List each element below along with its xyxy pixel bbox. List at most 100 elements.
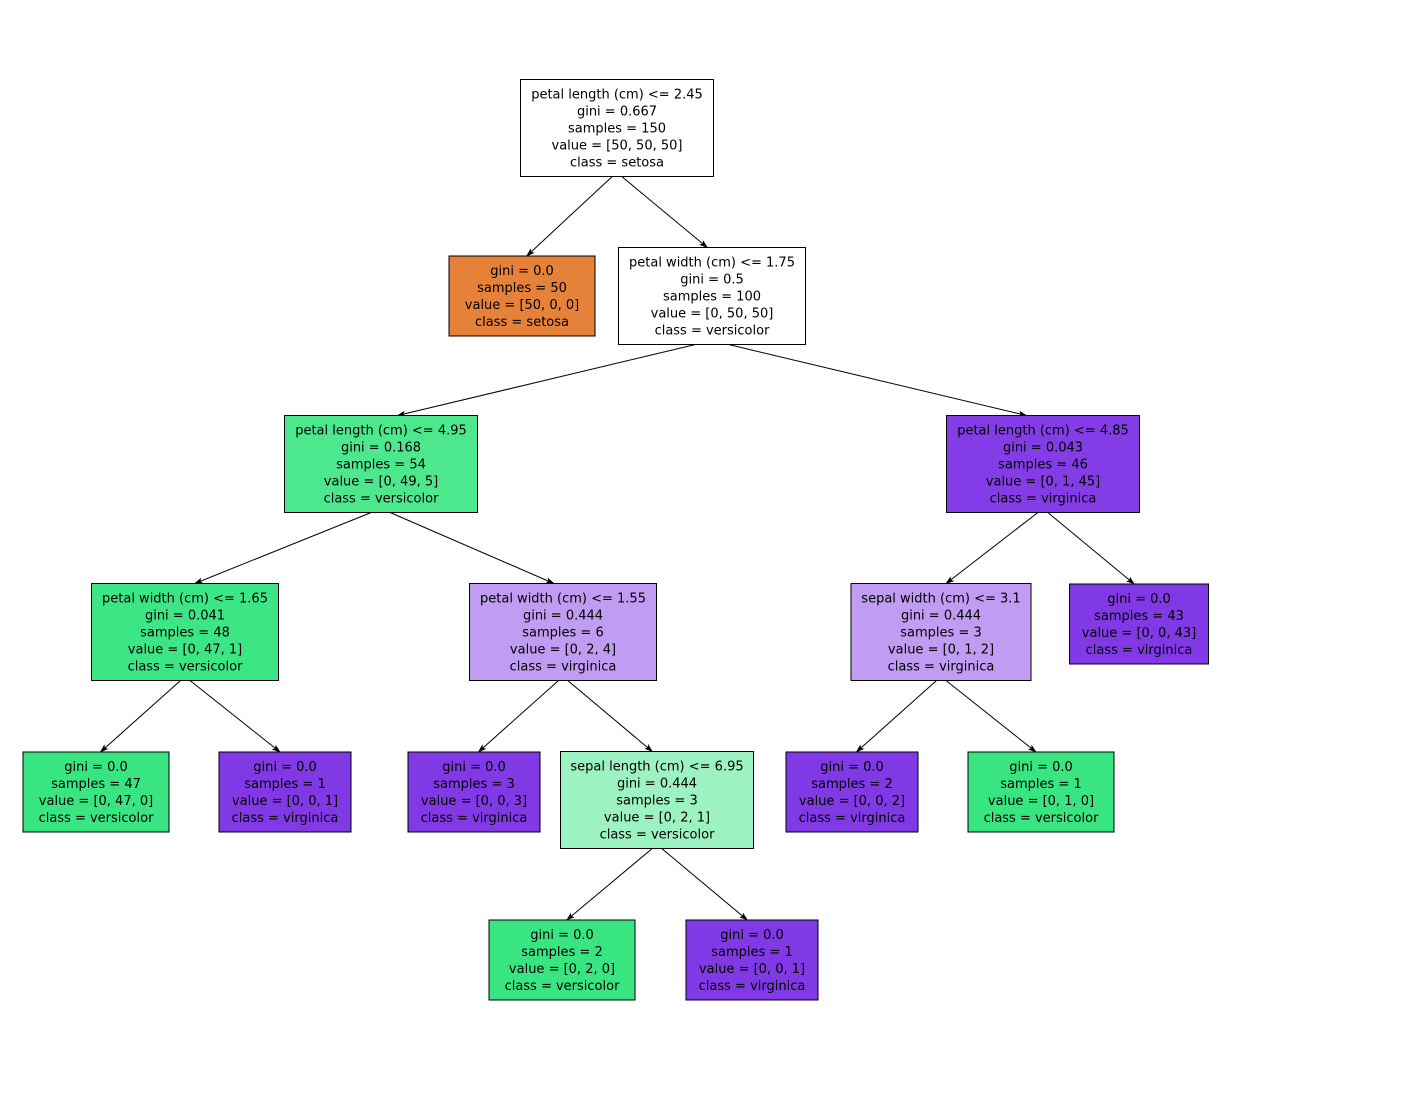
tree-node-line: class = versicolor [655, 323, 771, 338]
tree-node-line: petal length (cm) <= 4.95 [295, 423, 467, 438]
tree-node-line: value = [0, 49, 5] [324, 474, 438, 489]
tree-edge [729, 345, 1027, 416]
tree-node-line: value = [0, 0, 1] [699, 962, 805, 977]
tree-node-line: gini = 0.0 [64, 760, 128, 775]
tree-node: petal length (cm) <= 2.45 gini = 0.667 sam… [521, 80, 714, 177]
tree-edge [567, 849, 653, 921]
tree-node-line: samples = 6 [522, 625, 603, 640]
tree-node: sepal length (cm) <= 6.95 gini = 0.444 sam… [561, 752, 754, 849]
tree-node-line: class = setosa [570, 155, 664, 170]
tree-node-line: gini = 0.667 [577, 104, 657, 119]
tree-node-line: gini = 0.5 [680, 272, 744, 287]
tree-node-line: gini = 0.0 [253, 760, 317, 775]
tree-node-line: samples = 1 [711, 945, 792, 960]
tree-node: gini = 0.0 samples = 2 value = [0, 2, 0] cl… [489, 920, 635, 1000]
tree-node-line: samples = 50 [477, 281, 567, 296]
tree-node-line: class = virginica [232, 811, 339, 826]
tree-node-line: petal width (cm) <= 1.55 [480, 591, 646, 606]
tree-node-line: samples = 150 [568, 121, 666, 136]
tree-node: gini = 0.0 samples = 43 value = [0, 0, 43]… [1070, 584, 1209, 664]
tree-node-line: value = [0, 0, 43] [1082, 626, 1196, 641]
tree-node-line: value = [0, 0, 2] [799, 794, 905, 809]
tree-node-line: value = [0, 50, 50] [651, 306, 774, 321]
tree-node-line: samples = 43 [1094, 609, 1184, 624]
tree-edge [398, 345, 696, 416]
tree-node: gini = 0.0 samples = 1 value = [0, 0, 1] cl… [219, 752, 351, 832]
tree-edge [946, 513, 1038, 584]
tree-node-line: class = versicolor [600, 827, 716, 842]
tree-edge [478, 681, 558, 753]
tree-node: petal length (cm) <= 4.95gini = 0.168sam… [285, 416, 478, 513]
tree-node-line: class = versicolor [505, 979, 621, 994]
tree-node-line: petal width (cm) <= 1.75 [629, 255, 795, 270]
tree-node: gini = 0.0 samples = 2 value = [0, 0, 2] cl… [786, 752, 918, 832]
decision-tree-diagram: petal length (cm) <= 2.45 gini = 0.667 sam… [0, 0, 1409, 1101]
tree-edge [390, 513, 554, 584]
tree-node-line: samples = 3 [900, 625, 981, 640]
tree-node-line: class = versicolor [128, 659, 244, 674]
tree-node-line: class = virginica [1086, 643, 1193, 658]
tree-node-line: value = [50, 0, 0] [465, 298, 579, 313]
tree-node-line: petal length (cm) <= 2.45 [531, 87, 703, 102]
tree-node-line: value = [0, 0, 1] [232, 794, 338, 809]
tree-node-line: gini = 0.0 [1107, 592, 1171, 607]
tree-node-line: gini = 0.0 [820, 760, 884, 775]
tree-node-line: petal width (cm) <= 1.65 [102, 591, 268, 606]
tree-edge [568, 681, 653, 752]
tree-node: sepal width (cm) <= 3.1gini = 0.444sampl… [851, 584, 1031, 681]
tree-node: gini = 0.0 samples = 3 value = [0, 0, 3] cl… [408, 752, 540, 832]
tree-edge [856, 681, 936, 753]
tree-edge [662, 849, 748, 921]
tree-edge [946, 681, 1036, 753]
tree-node-line: samples = 2 [521, 945, 602, 960]
tree-node-line: class = versicolor [39, 811, 155, 826]
tree-node: gini = 0.0samples = 1value = [0, 0, 1]cl… [686, 920, 818, 1000]
tree-node-line: petal length (cm) <= 4.85 [957, 423, 1129, 438]
tree-node-line: class = virginica [799, 811, 906, 826]
tree-node-line: value = [0, 2, 4] [510, 642, 616, 657]
tree-node-line: gini = 0.041 [145, 608, 225, 623]
tree-node-line: sepal length (cm) <= 6.95 [570, 759, 743, 774]
tree-node-line: sepal width (cm) <= 3.1 [861, 591, 1020, 606]
tree-node-line: value = [0, 2, 1] [604, 810, 710, 825]
tree-node-line: samples = 1 [1000, 777, 1081, 792]
tree-edge [100, 681, 180, 753]
tree-node-line: samples = 1 [244, 777, 325, 792]
tree-node-line: gini = 0.444 [523, 608, 603, 623]
tree-node-line: class = versicolor [984, 811, 1100, 826]
tree-node-line: value = [0, 47, 1] [128, 642, 242, 657]
tree-node: petal width (cm) <= 1.55 gini = 0.444 samp… [470, 584, 657, 681]
tree-node-line: value = [0, 1, 2] [888, 642, 994, 657]
tree-node: petal width (cm) <= 1.75 gini = 0.5 sample… [619, 248, 806, 345]
tree-node-line: samples = 100 [663, 289, 761, 304]
tree-node-line: value = [0, 0, 3] [421, 794, 527, 809]
tree-node-line: class = virginica [888, 659, 995, 674]
tree-node-line: gini = 0.0 [720, 928, 784, 943]
tree-node-line: class = setosa [475, 315, 569, 330]
tree-edge [190, 681, 280, 753]
tree-edge [622, 177, 708, 248]
tree-node-line: value = [50, 50, 50] [552, 138, 683, 153]
tree-edge [527, 177, 613, 257]
tree-edge [195, 513, 371, 584]
tree-node-line: gini = 0.043 [1003, 440, 1083, 455]
tree-node-line: gini = 0.444 [617, 776, 697, 791]
tree-edge [1048, 513, 1134, 585]
tree-node-line: gini = 0.0 [530, 928, 594, 943]
tree-node-line: class = virginica [510, 659, 617, 674]
tree-node-line: class = virginica [421, 811, 528, 826]
tree-node-line: value = [0, 1, 45] [986, 474, 1100, 489]
tree-node-line: value = [0, 2, 0] [509, 962, 615, 977]
tree-node-line: samples = 46 [998, 457, 1088, 472]
tree-node-line: samples = 48 [140, 625, 230, 640]
tree-node: gini = 0.0samples = 1value = [0, 1, 0]cl… [968, 752, 1114, 832]
tree-node-line: samples = 54 [336, 457, 426, 472]
tree-node-line: gini = 0.0 [442, 760, 506, 775]
tree-node-line: class = virginica [990, 491, 1097, 506]
tree-node-line: class = versicolor [324, 491, 440, 506]
tree-node-line: samples = 3 [616, 793, 697, 808]
tree-node-line: value = [0, 1, 0] [988, 794, 1094, 809]
tree-node-line: samples = 3 [433, 777, 514, 792]
tree-node: gini = 0.0samples = 47value = [0, 47, 0]… [23, 752, 169, 832]
tree-node-line: samples = 2 [811, 777, 892, 792]
